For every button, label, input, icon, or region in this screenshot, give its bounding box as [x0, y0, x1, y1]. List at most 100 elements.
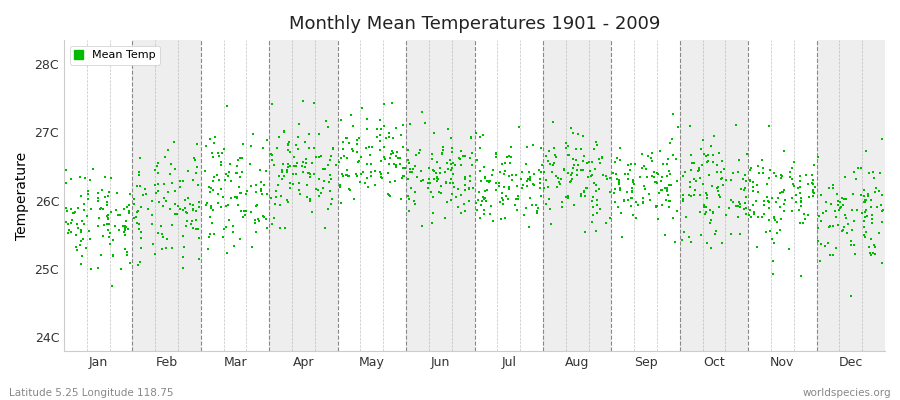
Bar — [269, 40, 338, 351]
Point — [626, 181, 641, 188]
Point — [401, 208, 416, 214]
Point — [545, 162, 560, 168]
Point — [475, 132, 490, 138]
Point — [563, 124, 578, 131]
Point — [71, 225, 86, 231]
Point — [815, 210, 830, 216]
Point — [238, 190, 253, 197]
Point — [159, 244, 174, 251]
Point — [420, 184, 435, 191]
Point — [204, 205, 219, 211]
Point — [749, 198, 763, 204]
Point — [207, 174, 221, 180]
Point — [526, 171, 541, 177]
Point — [500, 154, 515, 160]
Point — [318, 178, 332, 184]
Point — [230, 157, 245, 163]
Point — [857, 198, 871, 205]
Point — [216, 194, 230, 200]
Point — [198, 168, 212, 174]
Point — [695, 161, 709, 168]
Point — [496, 201, 510, 207]
Point — [82, 176, 96, 183]
Point — [222, 169, 237, 175]
Point — [505, 176, 519, 183]
Point — [849, 176, 863, 182]
Point — [508, 196, 523, 202]
Point — [273, 225, 287, 231]
Point — [478, 187, 492, 194]
Point — [699, 240, 714, 246]
Point — [367, 167, 382, 174]
Point — [477, 211, 491, 218]
Point — [68, 243, 83, 250]
Point — [787, 159, 801, 165]
Point — [865, 219, 879, 226]
Point — [249, 201, 264, 208]
Point — [218, 177, 232, 184]
Point — [636, 163, 651, 170]
Point — [817, 242, 832, 249]
Point — [538, 152, 553, 159]
Point — [502, 160, 517, 166]
Point — [440, 160, 454, 166]
Point — [111, 212, 125, 218]
Point — [669, 155, 683, 162]
Point — [122, 226, 136, 232]
Point — [693, 192, 707, 198]
Point — [868, 251, 882, 257]
Point — [847, 218, 861, 224]
Point — [872, 188, 886, 195]
Point — [509, 207, 524, 213]
Point — [211, 200, 225, 206]
Point — [346, 123, 360, 129]
Point — [219, 223, 233, 230]
Point — [624, 203, 638, 209]
Point — [473, 178, 488, 184]
Point — [858, 208, 872, 215]
Point — [130, 208, 145, 215]
Point — [432, 169, 446, 176]
Point — [489, 180, 503, 186]
Point — [608, 198, 622, 205]
Point — [662, 198, 676, 204]
Point — [423, 180, 437, 186]
Point — [537, 184, 552, 191]
Point — [90, 264, 104, 271]
Bar — [680, 40, 748, 351]
Point — [199, 143, 213, 149]
Point — [577, 152, 591, 159]
Point — [846, 190, 860, 197]
Point — [798, 216, 813, 222]
Point — [661, 188, 675, 194]
Point — [519, 183, 534, 189]
Point — [535, 162, 549, 169]
Point — [382, 134, 396, 140]
Point — [814, 218, 828, 224]
Point — [575, 167, 590, 173]
Point — [864, 252, 878, 258]
Point — [612, 179, 626, 185]
Point — [266, 215, 281, 221]
Point — [179, 210, 194, 216]
Point — [854, 210, 868, 216]
Point — [707, 231, 722, 238]
Point — [688, 186, 703, 193]
Point — [223, 178, 238, 184]
Point — [148, 182, 162, 188]
Point — [761, 122, 776, 129]
Point — [653, 178, 668, 184]
Point — [693, 175, 707, 181]
Point — [776, 188, 790, 195]
Point — [312, 153, 327, 160]
Point — [165, 245, 179, 252]
Point — [402, 196, 417, 202]
Point — [302, 174, 317, 180]
Point — [542, 196, 556, 202]
Point — [304, 209, 319, 216]
Point — [214, 158, 229, 165]
Point — [382, 193, 397, 199]
Point — [201, 245, 215, 252]
Point — [656, 161, 670, 167]
Point — [766, 258, 780, 264]
